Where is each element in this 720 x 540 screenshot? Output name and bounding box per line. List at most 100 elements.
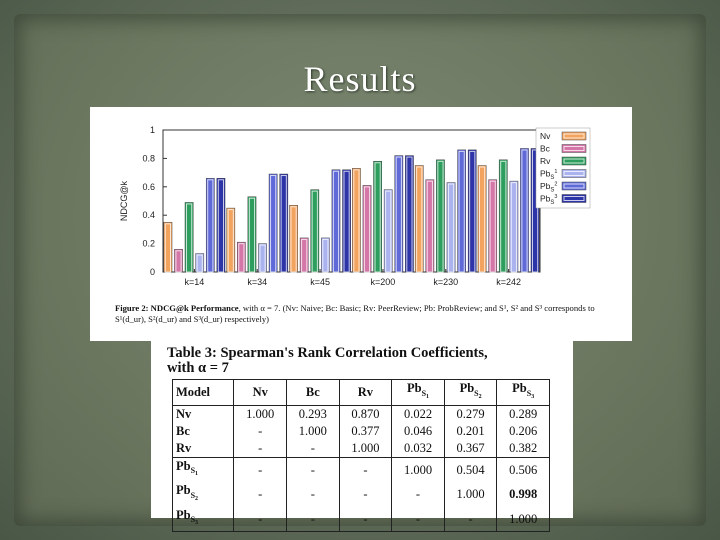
bar-highlight	[343, 170, 350, 273]
table-cell: -	[339, 456, 393, 482]
table-header-cell: Model	[171, 379, 235, 406]
legend-swatch	[561, 194, 587, 203]
table-header-cell: Rv	[339, 379, 393, 406]
y-tick-label: 0.4	[142, 210, 155, 220]
bar-highlight	[238, 243, 245, 273]
y-axis-label: NDCG@k	[119, 180, 129, 221]
table-header-row: Model Nv Bc Rv PbS1 PbS2 PbS3	[171, 379, 550, 406]
table-cell: -	[339, 482, 393, 507]
y-tick-label: 0.8	[142, 153, 155, 163]
table-row: PbS2- - - -1.000 0.998	[171, 482, 550, 507]
table-cell: -	[391, 482, 445, 507]
table-cell: -	[233, 439, 288, 457]
table-cell: -	[391, 506, 445, 532]
bar-highlight	[510, 182, 517, 273]
table-cell: 0.377	[339, 422, 393, 440]
x-tick-label: k=45	[310, 277, 330, 287]
bar-highlight	[406, 156, 413, 273]
table-row: PbS3- - - - -1.000	[171, 506, 550, 532]
caption-label: Figure 2:	[115, 303, 149, 313]
table-cell: -	[233, 482, 288, 507]
table-title-line1: Table 3: Spearman's Rank Correlation Coe…	[167, 345, 488, 361]
x-tick-label: k=242	[496, 277, 521, 287]
legend-swatch	[561, 181, 587, 191]
legend-label: Nv	[540, 131, 551, 141]
table-cell: 0.998	[496, 482, 550, 507]
table-cell: 1.000	[391, 456, 445, 482]
y-tick-label: 1	[150, 125, 155, 135]
table-cell: 0.022	[391, 405, 445, 423]
bar-highlight	[322, 238, 329, 273]
x-tick-label: k=14	[185, 277, 205, 287]
bar-highlight	[164, 223, 172, 273]
bar-highlight	[521, 149, 528, 273]
bar-highlight	[207, 179, 214, 273]
bar-highlight	[196, 254, 203, 273]
table-row: Bc -1.000 0.377 0.046 0.201 0.206	[171, 422, 550, 440]
table-cell: -	[233, 422, 288, 440]
table-cell: -	[339, 506, 393, 532]
bar-highlight	[458, 150, 465, 273]
bar-highlight	[248, 197, 256, 273]
table-title: Table 3: Spearman's Rank Correlation Coe…	[167, 346, 567, 376]
table-cell: 1.000	[339, 439, 393, 457]
bar-highlight	[374, 162, 381, 273]
bar-highlight	[500, 160, 507, 273]
row-label: PbS1	[171, 456, 235, 482]
x-tick-label: k=200	[371, 277, 396, 287]
table-cell: 1.000	[233, 405, 288, 423]
bar-highlight	[332, 170, 340, 273]
row-label: PbS3	[171, 506, 235, 532]
table-cell: -	[233, 506, 288, 532]
legend-swatch	[561, 156, 587, 166]
table-cell: -	[233, 456, 288, 482]
table-row: Rv - -1.000 0.032 0.367 0.382	[171, 439, 550, 457]
table-cell: 0.289	[496, 405, 550, 423]
table-cell: 0.504	[444, 456, 498, 482]
table-header-cell: Nv	[233, 379, 288, 406]
legend-swatch-highlight	[563, 183, 585, 189]
bar-highlight	[437, 160, 444, 273]
table-cell: 1.000	[286, 422, 340, 440]
bar-highlight	[280, 175, 287, 273]
table-header-cell: PbS1	[391, 379, 445, 406]
table-cell: 0.382	[496, 439, 550, 457]
bar-highlight	[385, 190, 392, 273]
table-cell: 0.201	[444, 422, 498, 440]
table-cell: 0.293	[286, 405, 340, 423]
row-label: Rv	[171, 439, 235, 457]
legend-swatch-highlight	[563, 171, 585, 176]
legend-swatch-highlight	[563, 158, 585, 164]
table-cell: 0.506	[496, 456, 550, 482]
bar-highlight	[363, 186, 371, 273]
table-cell: -	[286, 482, 340, 507]
table-cell: -	[286, 439, 340, 457]
table-cell: 0.032	[391, 439, 445, 457]
table-cell: -	[286, 456, 340, 482]
x-tick-label: k=34	[247, 277, 267, 287]
bar-highlight	[217, 179, 225, 273]
bar-highlight	[290, 206, 297, 273]
bar-highlight	[175, 250, 182, 273]
bar-highlight	[426, 180, 433, 273]
legend-swatch	[561, 131, 587, 141]
y-tick-label: 0.2	[142, 239, 155, 249]
row-label: PbS2	[171, 482, 235, 507]
table-header-cell: PbS3	[496, 379, 550, 406]
y-tick-label: 0.6	[142, 182, 155, 192]
legend-swatch	[561, 169, 587, 178]
legend-label: Bc	[540, 144, 551, 154]
table-cell: -	[286, 506, 340, 532]
bar-highlight	[311, 190, 318, 273]
bar-highlight	[270, 175, 277, 273]
bar-highlight	[531, 149, 539, 273]
table-cell: 0.206	[496, 422, 550, 440]
bar-highlight	[259, 244, 266, 273]
table-row: PbS1- - -1.000 0.504 0.506	[171, 456, 550, 482]
legend-swatch	[561, 144, 587, 153]
table-cell: 0.367	[444, 439, 498, 457]
table-header-cell: PbS2	[444, 379, 498, 406]
table-cell: 0.870	[339, 405, 393, 423]
bar-highlight	[227, 209, 234, 273]
table-cell: 0.279	[444, 405, 498, 423]
